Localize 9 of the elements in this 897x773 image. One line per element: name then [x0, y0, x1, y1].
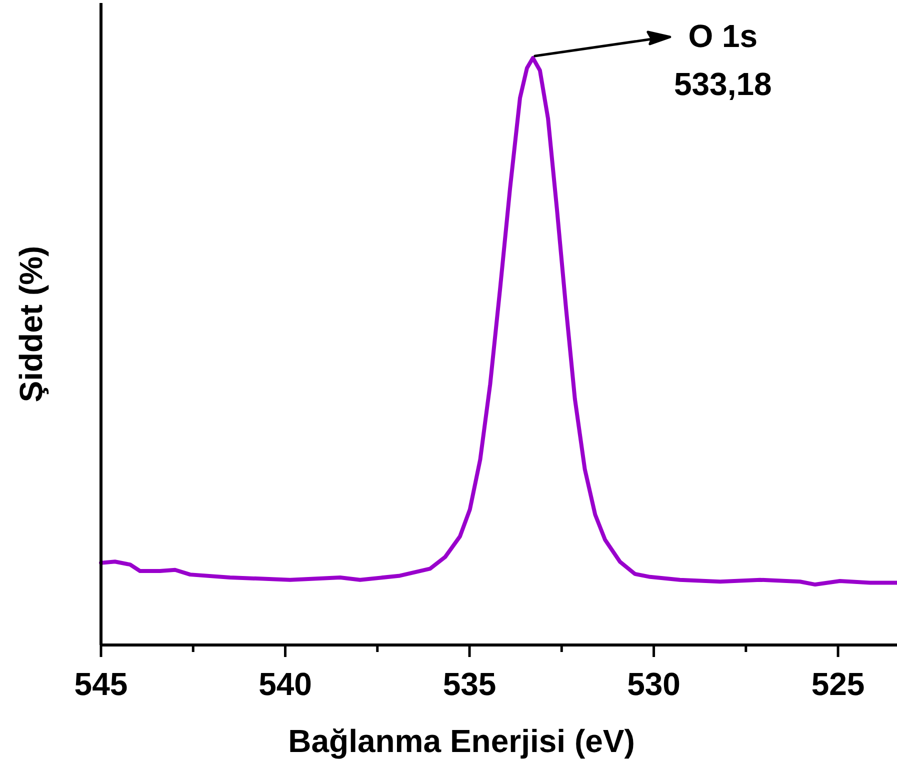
x-tick-label: 540: [258, 666, 312, 702]
annotation: 533,18: [674, 66, 772, 102]
x-tick-label: 525: [811, 666, 865, 702]
x-tick-label: 530: [627, 666, 680, 702]
text: O 1s: [688, 18, 758, 54]
x-axis-title: Bağlanma Enerjisi (eV): [288, 723, 635, 759]
y-axis-title: Şiddet (%): [13, 246, 49, 402]
x-tick-label: 535: [442, 666, 496, 702]
x-tick-label: 545: [74, 666, 128, 702]
